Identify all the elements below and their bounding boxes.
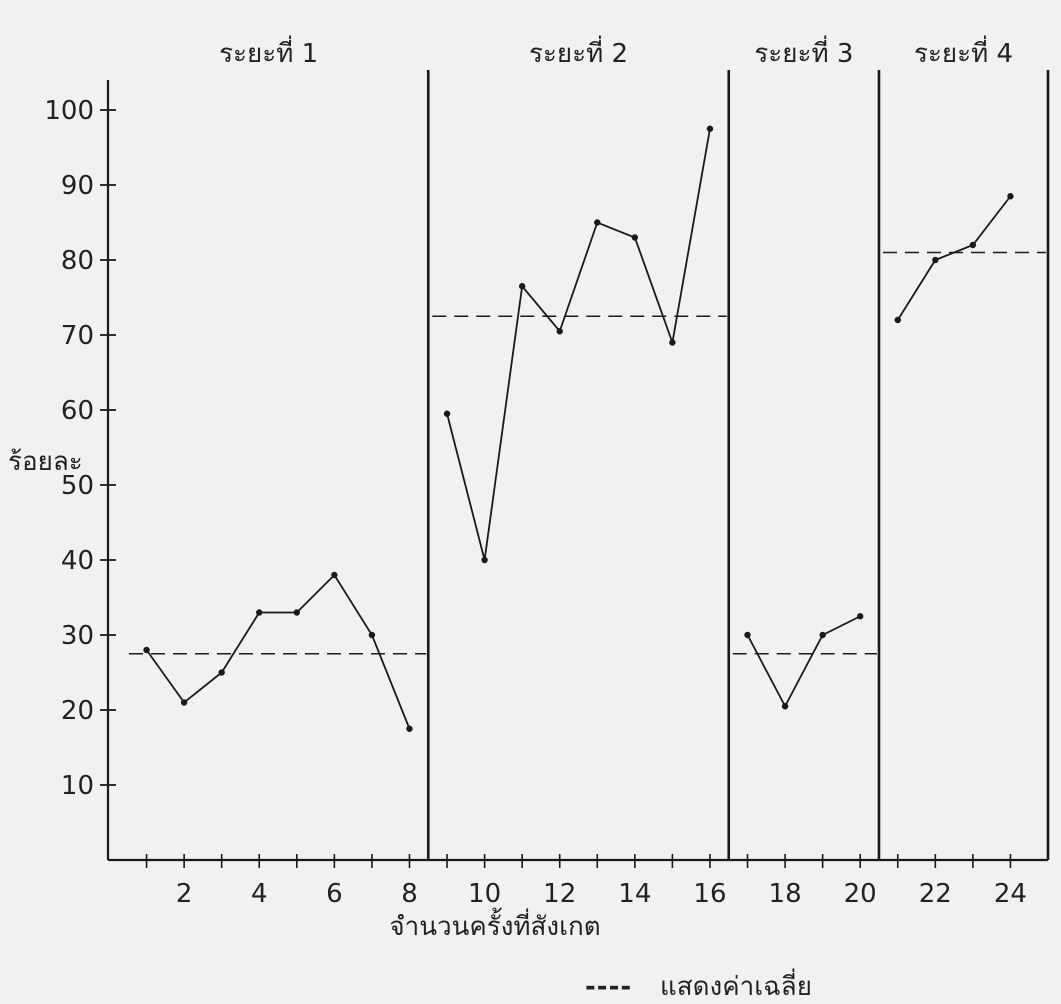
phase-label: ระยะที่ 2 [529,35,628,69]
data-point [969,241,977,249]
series-line [746,615,861,709]
x-tick-label: 8 [401,879,418,909]
x-tick-label: 6 [326,879,343,909]
phase-label: ระยะที่ 1 [219,35,318,69]
data-point [443,410,451,417]
legend-label: แสดงค่าเฉลี่ย [660,968,812,1002]
y-tick-label: 70 [61,321,94,351]
phase-label: ระยะที่ 3 [754,35,853,69]
x-tick-label: 18 [769,879,802,909]
data-point [894,316,901,324]
phase-label: ระยะที่ 4 [914,35,1013,69]
data-point [143,646,150,654]
data-point [481,556,488,564]
x-tick-label: 20 [844,879,877,909]
data-point [293,609,300,616]
data-point [518,283,526,290]
y-tick-label: 90 [61,171,94,201]
x-tick-label: 14 [618,879,651,909]
x-tick-label: 4 [251,879,268,909]
y-tick-label: 80 [61,246,94,276]
series-line [145,573,411,730]
data-point [819,631,826,639]
series-line [446,128,711,561]
x-tick-label: 22 [919,879,952,909]
data-point [556,328,563,335]
x-tick-label: 12 [543,879,576,909]
series-line [896,195,1012,321]
data-point [406,725,413,732]
data-point [594,219,601,226]
data-point [706,125,714,132]
x-tick-label: 24 [994,879,1027,909]
data-point [669,339,676,346]
data-point [331,571,338,579]
data-point [256,609,263,616]
x-tick-label: 16 [693,879,726,909]
x-axis-label: จำนวนครั้งที่สังเกต [389,907,600,942]
x-tick-label: 2 [176,879,193,909]
x-tick-label: 10 [468,879,501,909]
data-point [932,256,939,264]
y-tick-label: 50 [61,471,94,501]
data-point [1007,193,1014,200]
data-point [180,699,188,706]
data-point [781,703,789,710]
y-tick-label: 30 [61,621,94,651]
data-point [857,613,864,620]
y-tick-label: 20 [61,696,94,726]
y-tick-label: 40 [61,546,94,576]
data-point [631,234,639,241]
y-tick-label: 60 [61,396,94,426]
y-tick-label: 10 [61,771,94,801]
data-point [744,631,751,639]
y-tick-label: 100 [44,96,94,126]
data-point [368,631,376,639]
data-point [218,669,225,676]
legend-symbol: ---- [585,972,632,1002]
y-axis-label: ร้อยละ [8,447,83,477]
